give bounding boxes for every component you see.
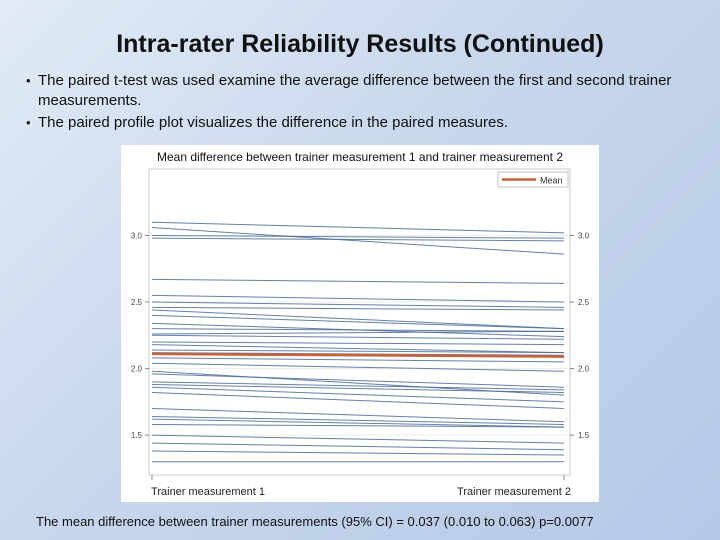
subject-line (151, 434, 565, 444)
subject-line (151, 362, 565, 372)
footer-summary: The mean difference between trainer meas… (36, 514, 594, 529)
y-tick-label-left: 3.0 (131, 232, 143, 241)
y-tick-label-left: 2.5 (131, 298, 143, 307)
mean-line (151, 352, 565, 358)
bullet-item: The paired profile plot visualizes the d… (26, 113, 706, 133)
subject-line (151, 352, 565, 356)
y-tick-label-left: 2.0 (131, 365, 143, 374)
slide-title: Intra-rater Reliability Results (Continu… (116, 30, 604, 58)
subject-line (151, 306, 565, 311)
subject-line (151, 386, 565, 403)
y-tick-label-right: 1.5 (578, 431, 590, 440)
subject-line (151, 309, 565, 330)
subject-line (151, 341, 565, 346)
mean-line-layer (151, 352, 565, 358)
bullet-item: The paired t-test was used examine the a… (26, 71, 706, 111)
subject-line (151, 344, 565, 354)
subject-line (151, 373, 565, 388)
subject-line (151, 237, 565, 242)
subject-line (151, 301, 565, 308)
subject-line (151, 314, 565, 330)
subject-lines (151, 221, 565, 463)
chart-title: Mean difference between trainer measurem… (157, 150, 563, 164)
y-tick-label-right: 3.0 (578, 232, 590, 241)
y-tick-label-right: 2.5 (578, 298, 590, 307)
subject-line (151, 418, 565, 428)
subject-line (151, 423, 565, 428)
x-tick-label-2: Trainer measurement 2 (457, 486, 571, 498)
subject-line (151, 349, 565, 354)
subject-line (151, 227, 565, 255)
axis-ticks: 3.0 3.0 2.5 2.5 2.0 2.0 1.5 1.5 (131, 232, 590, 480)
subject-line (151, 384, 565, 394)
y-tick-label-right: 2.0 (578, 365, 590, 374)
subject-line (151, 450, 565, 456)
subject-line (151, 381, 565, 391)
subject-line (151, 392, 565, 409)
profile-plot-svg: Mean difference between trainer measurem… (131, 150, 590, 498)
subject-line (151, 415, 565, 425)
profile-plot: Mean difference between trainer measurem… (121, 145, 599, 502)
subject-line (151, 221, 565, 234)
subject-line (151, 328, 565, 332)
subject-line (151, 442, 565, 451)
plot-frame (148, 168, 571, 476)
subject-line (151, 235, 565, 239)
subject-line (151, 334, 565, 340)
x-tick-label-1: Trainer measurement 1 (151, 486, 265, 498)
y-tick-label-left: 1.5 (131, 431, 143, 440)
subject-line (151, 294, 565, 303)
legend-mean-label: Mean (540, 176, 563, 186)
subject-line (151, 330, 565, 335)
subject-line (151, 407, 565, 423)
subject-line (151, 357, 565, 363)
grid-layer (149, 235, 570, 436)
legend: Mean (497, 171, 569, 188)
bullet-list: The paired t-test was used examine the a… (26, 71, 706, 135)
subject-line (151, 278, 565, 284)
